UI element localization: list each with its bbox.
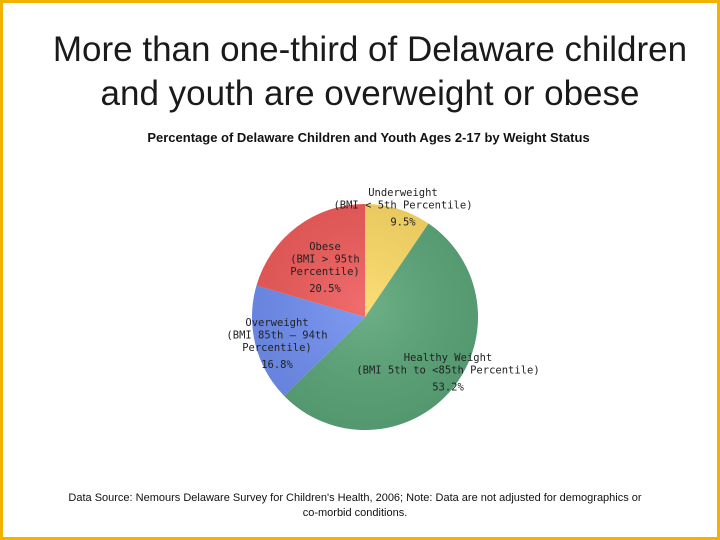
- slide-title: More than one-third of Delaware children…: [20, 28, 720, 116]
- slice-label-underweight: Underweight (BMI < 5th Percentile) 9.5%: [333, 187, 472, 229]
- chart-title: Percentage of Delaware Children and Yout…: [147, 130, 590, 145]
- slice-label-overweight: Overweight (BMI 85th – 94th Percentile) 16.…: [226, 317, 327, 371]
- slice-label-healthy: Healthy Weight (BMI 5th to <85th Percenti…: [356, 352, 539, 394]
- title-line-2: and youth are overweight or obese: [100, 74, 640, 113]
- title-line-1: More than one-third of Delaware children: [52, 30, 688, 69]
- data-source-note: Data Source: Nemours Delaware Survey for…: [68, 492, 642, 519]
- slice-label-obese: Obese (BMI > 95th Percentile) 20.5%: [290, 241, 360, 295]
